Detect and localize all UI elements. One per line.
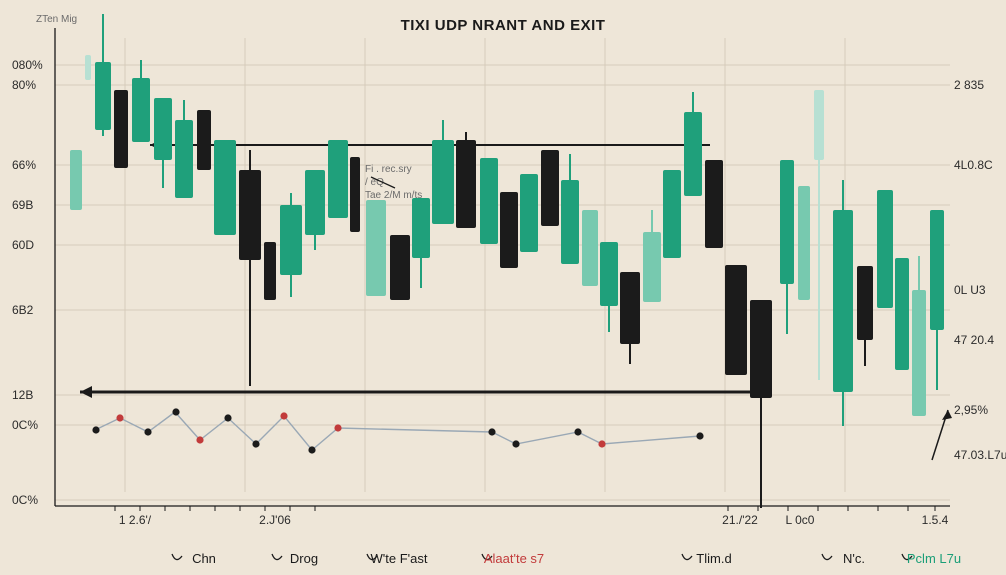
candle-8 xyxy=(214,140,236,235)
candle-32 xyxy=(725,265,747,375)
indicator-dot-2 xyxy=(144,428,151,435)
candle-13 xyxy=(328,140,348,218)
x-tick-3: L 0c0 xyxy=(786,513,815,527)
candle-23 xyxy=(541,150,559,226)
y-left-tick-7: 0C% xyxy=(12,418,38,432)
annotation-line-0: Fi . rec.sry xyxy=(365,164,412,175)
candle-22 xyxy=(520,174,538,252)
candle-38 xyxy=(857,266,873,340)
y-left-tick-2: 66% xyxy=(12,158,36,172)
legend-2: W'te F'ast xyxy=(371,551,428,566)
y-left-tick-4: 60D xyxy=(12,238,34,252)
indicator-dot-7 xyxy=(280,412,287,419)
x-tick-0: 1 2.6'/ xyxy=(119,513,152,527)
candle-17 xyxy=(412,198,430,258)
x-tick-1: 2.J'06 xyxy=(259,513,291,527)
candle-12 xyxy=(305,170,325,235)
candle-6 xyxy=(175,120,193,198)
candle-1 xyxy=(85,55,91,80)
indicator-dot-13 xyxy=(598,440,605,447)
candle-20 xyxy=(480,158,498,244)
candle-14 xyxy=(350,157,360,232)
legend-1: Drog xyxy=(290,551,318,566)
candle-26 xyxy=(600,242,618,306)
legend-6: Pclm L7u xyxy=(907,551,961,566)
candle-4 xyxy=(132,78,150,142)
candle-10 xyxy=(264,242,276,300)
candle-7 xyxy=(197,110,211,170)
indicator-dot-9 xyxy=(334,424,341,431)
candle-28 xyxy=(643,232,661,302)
y-right-tick-2: 0L U3 xyxy=(954,283,986,297)
candle-11 xyxy=(280,205,302,275)
candle-16 xyxy=(390,235,410,300)
candle-2 xyxy=(95,62,111,130)
x-tick-4: 1.5.4 xyxy=(922,513,949,527)
candle-40 xyxy=(895,258,909,370)
candle-19 xyxy=(456,140,476,228)
indicator-dot-5 xyxy=(224,414,231,421)
top-label: ZTen Mig xyxy=(36,14,77,25)
indicator-dot-11 xyxy=(512,440,519,447)
indicator-dot-10 xyxy=(488,428,495,435)
candle-37 xyxy=(833,210,853,392)
y-right-tick-4: 2,95% xyxy=(954,403,988,417)
candle-29 xyxy=(663,170,681,258)
y-left-tick-8: 0C% xyxy=(12,493,38,507)
candle-35 xyxy=(798,186,810,300)
candle-36 xyxy=(814,90,824,160)
candle-24 xyxy=(561,180,579,264)
legend-3: Alaat'te s7 xyxy=(484,551,544,566)
y-right-tick-3: 47 20.4 xyxy=(954,333,994,347)
indicator-dot-12 xyxy=(574,428,581,435)
chart-background xyxy=(0,0,1006,575)
indicator-dot-8 xyxy=(308,446,315,453)
y-right-tick-0: 2 835 xyxy=(954,78,984,92)
candle-41 xyxy=(912,290,926,416)
candle-34 xyxy=(780,160,794,284)
candle-5 xyxy=(154,98,172,160)
candle-18 xyxy=(432,140,454,224)
y-left-tick-0: 080% xyxy=(12,58,43,72)
legend-0: Chn xyxy=(192,551,216,566)
candle-9 xyxy=(239,170,261,260)
y-right-tick-5: 47.03.L7u xyxy=(954,448,1006,462)
indicator-dot-6 xyxy=(252,440,259,447)
candlestick-chart: TIXI UDP NRANT AND EXIT ZTen Mig 080% 80% 66… xyxy=(0,0,1006,575)
candle-0 xyxy=(70,150,82,210)
indicator-dot-1 xyxy=(116,414,123,421)
indicator-dot-0 xyxy=(92,426,99,433)
x-tick-2: 21./'22 xyxy=(722,513,758,527)
y-left-tick-5: 6B2 xyxy=(12,303,34,317)
y-left-tick-3: 69B xyxy=(12,198,33,212)
y-left-tick-6: 12B xyxy=(12,388,33,402)
candle-21 xyxy=(500,192,518,268)
y-left-tick-1: 80% xyxy=(12,78,36,92)
indicator-dot-3 xyxy=(172,408,179,415)
indicator-dot-14 xyxy=(696,432,703,439)
legend-5: N'c. xyxy=(843,551,865,566)
candle-33 xyxy=(750,300,772,398)
y-right-tick-1: 4L0.8C xyxy=(954,158,993,172)
candle-42 xyxy=(930,210,944,330)
candle-3 xyxy=(114,90,128,168)
indicator-dot-4 xyxy=(196,436,203,443)
candle-30 xyxy=(684,112,702,196)
candle-39 xyxy=(877,190,893,308)
candle-15 xyxy=(366,200,386,296)
candle-31 xyxy=(705,160,723,248)
annotation-line-2: Tae 2/M m/ts xyxy=(365,190,422,201)
candle-25 xyxy=(582,210,598,286)
candle-27 xyxy=(620,272,640,344)
chart-title: TIXI UDP NRANT AND EXIT xyxy=(401,17,606,34)
legend-4: Tlim.d xyxy=(696,551,731,566)
